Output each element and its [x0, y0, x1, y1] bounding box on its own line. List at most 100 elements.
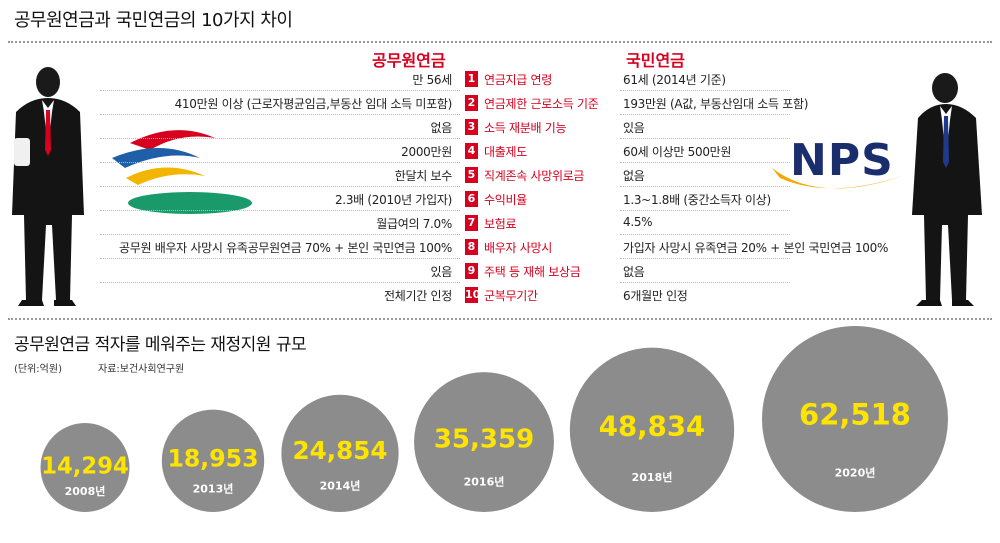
row-divider — [620, 234, 790, 235]
bubble-year-label: 2014년 — [320, 479, 361, 493]
nps-value: 60세 이상만 500만원 — [623, 145, 732, 159]
row-divider — [100, 186, 460, 187]
row-number-badge: 10 — [465, 287, 481, 303]
row-divider — [620, 162, 790, 163]
bubble-value-label: 24,854 — [293, 436, 388, 465]
comparison-row: 있음 9 주택 등 재해 보상금 없음 — [0, 260, 1000, 283]
gov-value: 한달치 보수 — [394, 169, 453, 183]
gov-value: 전체기간 인정 — [384, 289, 452, 303]
right-businessman-figure — [912, 73, 982, 306]
bubble-2013년 — [161, 409, 265, 512]
comparison-row: 만 56세 1 연금지급 연령 61세 (2014년 기준) — [0, 68, 1000, 91]
bubble-value-label: 48,834 — [599, 409, 705, 442]
category-label: 연금제한 근로소득 기준 — [484, 97, 599, 111]
row-divider — [100, 234, 460, 235]
nps-value: 있음 — [623, 121, 645, 135]
comparison-row: 월급여의 7.0% 7 보험료 4.5% — [0, 212, 1000, 235]
comparison-row: 410만원 이상 (근로자평균임금,부동산 임대 소득 미포함) 2 연금제한 … — [0, 92, 1000, 115]
gov-value: 있음 — [430, 265, 453, 279]
bubble-2018년 — [569, 347, 735, 512]
row-number-badge: 9 — [465, 263, 478, 279]
nps-value: 1.3~1.8배 (중간소득자 이상) — [623, 193, 771, 207]
gov-value: 공무원 배우자 사망시 유족공무원연금 70% + 본인 국민연금 100% — [118, 241, 452, 255]
row-divider — [620, 90, 790, 91]
bubble-year-label: 2013년 — [193, 482, 234, 496]
title-divider — [8, 41, 992, 43]
row-divider — [100, 138, 460, 139]
row-divider — [620, 210, 790, 211]
bubble-2020년 — [762, 326, 948, 512]
gov-value: 만 56세 — [412, 73, 452, 87]
header-national-pension: 국민연금 — [626, 51, 685, 70]
comparison-row: 공무원 배우자 사망시 유족공무원연금 70% + 본인 국민연금 100% 8… — [0, 236, 1000, 259]
category-label: 연금지급 연령 — [484, 73, 552, 87]
row-number-badge: 3 — [465, 119, 478, 135]
section-divider — [8, 318, 992, 320]
left-businessman-figure — [12, 67, 84, 306]
nps-value: 없음 — [623, 169, 645, 183]
category-label: 소득 재분배 기능 — [484, 121, 567, 135]
nps-value: 61세 (2014년 기준) — [623, 73, 726, 87]
row-number-badge: 8 — [465, 239, 478, 255]
gov-value: 2.3배 (2010년 가입자) — [334, 193, 452, 207]
header-gov-pension: 공무원연금 — [372, 51, 446, 70]
gov-value: 월급여의 7.0% — [376, 217, 452, 231]
row-number-badge: 2 — [465, 95, 478, 111]
chart-title: 공무원연금 적자를 메워주는 재정지원 규모 — [14, 335, 307, 355]
nps-value: 193만원 (A값, 부동산임대 소득 포함) — [623, 97, 809, 111]
gov-value: 410만원 이상 (근로자평균임금,부동산 임대 소득 미포함) — [174, 97, 453, 111]
unit-label: (단위:억원) — [14, 364, 62, 375]
row-divider — [100, 162, 460, 163]
row-divider — [620, 282, 790, 283]
comparison-row: 한달치 보수 5 직계존속 사망위로금 없음 — [0, 164, 1000, 187]
bubble-year-label: 2016년 — [464, 474, 505, 488]
nps-value: 6개월만 인정 — [623, 289, 688, 303]
bubble-value-label: 35,359 — [434, 425, 534, 455]
row-divider — [100, 258, 460, 259]
category-label: 주택 등 재해 보상금 — [484, 265, 581, 279]
row-divider — [100, 210, 460, 211]
bubble-2008년 — [40, 423, 130, 512]
row-number-badge: 6 — [465, 191, 478, 207]
bubble-year-label: 2018년 — [632, 470, 673, 484]
row-divider — [620, 186, 790, 187]
nps-logo-text: NPS — [790, 135, 894, 186]
category-label: 보험료 — [484, 217, 517, 231]
bubble-year-label: 2020년 — [835, 466, 876, 480]
nps-value: 가입자 사망시 유족연금 20% + 본인 국민연금 100% — [623, 241, 889, 255]
category-label: 배우자 사망시 — [484, 241, 552, 255]
bubble-year-label: 2008년 — [65, 484, 106, 498]
comparison-row: 2.3배 (2010년 가입자) 6 수익비율 1.3~1.8배 (중간소득자 … — [0, 188, 1000, 211]
gov-value: 없음 — [430, 121, 453, 135]
row-number-badge: 1 — [465, 71, 478, 87]
row-divider — [100, 90, 460, 91]
nps-value: 없음 — [623, 265, 645, 279]
bubble-2016년 — [414, 372, 554, 512]
nps-value: 4.5% — [623, 215, 653, 229]
comparison-row: 2000만원 4 대출제도 60세 이상만 500만원 — [0, 140, 1000, 163]
bubble-value-label: 14,294 — [41, 453, 129, 479]
row-divider — [620, 138, 790, 139]
gov-pension-logo — [112, 130, 252, 214]
category-label: 군복무기간 — [484, 289, 538, 303]
gov-value: 2000만원 — [401, 145, 452, 159]
row-divider — [100, 114, 460, 115]
comparison-row: 없음 3 소득 재분배 기능 있음 — [0, 116, 1000, 139]
source-label: 자료:보건사회연구원 — [98, 364, 185, 375]
row-divider — [620, 114, 790, 115]
bubble-value-label: 18,953 — [167, 444, 258, 472]
comparison-row: 전체기간 인정 10 군복무기간 6개월만 인정 — [0, 284, 1000, 307]
category-label: 수익비율 — [484, 193, 527, 207]
row-number-badge: 4 — [465, 143, 478, 159]
row-number-badge: 7 — [465, 215, 478, 231]
row-divider — [620, 258, 790, 259]
category-label: 대출제도 — [484, 145, 527, 159]
bubble-value-label: 62,518 — [799, 398, 911, 432]
bubble-2014년 — [281, 394, 399, 512]
row-divider — [100, 282, 460, 283]
row-number-badge: 5 — [465, 167, 478, 183]
page-title: 공무원연금과 국민연금의 10가지 차이 — [14, 10, 293, 31]
category-label: 직계존속 사망위로금 — [484, 169, 585, 183]
